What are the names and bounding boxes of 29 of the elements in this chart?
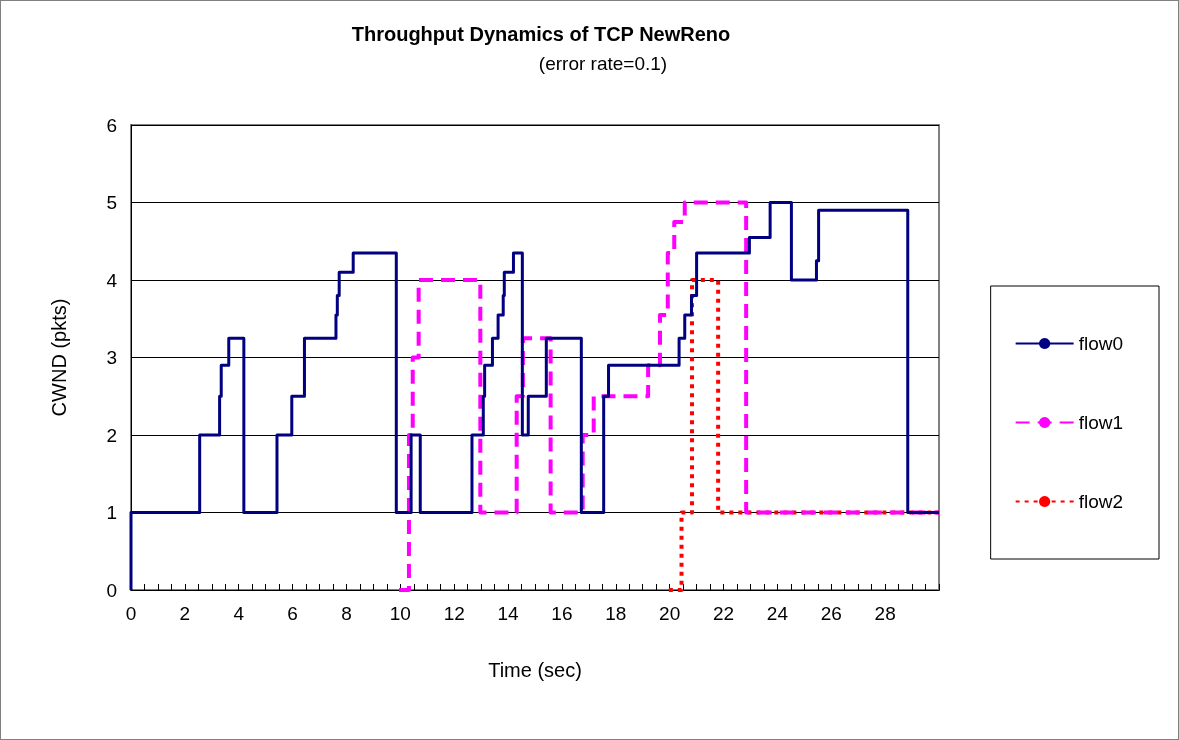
- x-tick-label: 18: [605, 603, 627, 624]
- chart-subtitle: (error rate=0.1): [538, 53, 668, 74]
- y-tick-label: 2: [106, 424, 117, 446]
- x-tick-label: 26: [820, 603, 842, 624]
- y-axis-title: CWND (pkts): [48, 298, 70, 417]
- x-tick-label: 0: [125, 603, 137, 624]
- chart-title: Throughput Dynamics of TCP NewReno: [351, 23, 731, 45]
- y-tick-label: 5: [106, 192, 117, 213]
- x-tick-label: 16: [551, 603, 573, 624]
- x-tick-label: 2: [179, 603, 191, 624]
- x-axis-title: Time (sec): [488, 659, 582, 681]
- x-tick-label: 8: [341, 603, 352, 624]
- x-tick-label: 20: [659, 603, 681, 624]
- x-tick-label: 28: [874, 603, 896, 624]
- x-tick-label: 4: [233, 603, 245, 624]
- y-tick-label: 3: [106, 347, 117, 368]
- legend-label: flow2: [1078, 491, 1123, 512]
- x-tick-label: 24: [766, 603, 789, 624]
- y-tick-label: 6: [106, 114, 117, 136]
- legend-label: flow1: [1078, 412, 1123, 433]
- y-tick-label: 0: [106, 579, 117, 601]
- x-tick-label: 10: [389, 603, 411, 624]
- y-tick-label: 1: [106, 502, 117, 523]
- x-tick-label: 12: [443, 603, 465, 624]
- y-tick-label: 4: [106, 269, 118, 291]
- x-tick-label: 22: [712, 603, 735, 624]
- x-tick-label: 6: [287, 603, 298, 624]
- x-tick-label: 14: [497, 603, 520, 624]
- legend-label: flow0: [1078, 333, 1123, 354]
